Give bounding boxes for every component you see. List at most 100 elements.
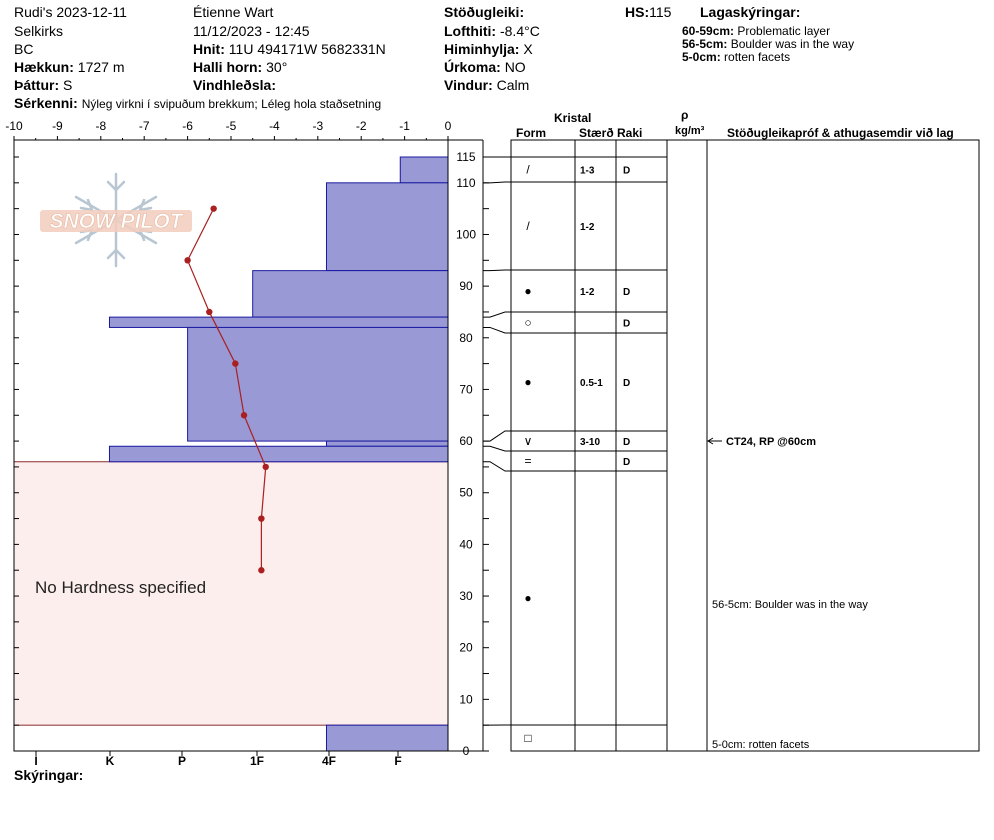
sky-cover: Himinhylja: X	[444, 41, 533, 57]
layer-note-text: Problematic layer	[737, 24, 831, 38]
layer-notes-title: Lagaskýringar:	[700, 4, 801, 20]
layer-connector	[483, 269, 511, 272]
grain-form-symbol: /	[526, 163, 530, 177]
hardness-layer-bar	[325, 724, 449, 752]
form-header: Form	[516, 126, 546, 140]
no-hardness-region	[13, 461, 449, 726]
height-tick-label: 40	[459, 537, 473, 551]
temp-tick-label: 0	[445, 119, 452, 133]
temp-tick-label: -10	[5, 119, 23, 133]
wind-label: Vindur:	[444, 77, 493, 93]
coordinates: Hnit: 11U 494171W 5682331N	[193, 41, 386, 57]
hardness-layer-bar	[108, 316, 449, 328]
temperature-point	[258, 567, 265, 574]
grain-form-symbol: ∨	[524, 434, 533, 448]
notes: Sérkenni: Nýleg virkni í svipuðum brekku…	[14, 95, 381, 112]
height-tick-label: 20	[459, 641, 473, 655]
height-tick-label: 100	[456, 227, 476, 241]
layer-note-range: 5-0cm:	[682, 50, 721, 64]
comment-arrow-head	[707, 437, 714, 445]
layer-comment: 5-0cm: rotten facets	[712, 739, 810, 751]
temperature-point	[210, 205, 217, 212]
aspect: Þáttur: S	[14, 77, 72, 93]
air-temperature: Lofthiti: -8.4°C	[444, 23, 540, 39]
wind-loading: Vindhleðsla:	[193, 77, 276, 93]
hardness-tick-label: 1F	[250, 754, 264, 768]
elevation-value: 1727 m	[77, 59, 125, 75]
precip-value: NO	[504, 59, 526, 75]
grain-form-symbol: =	[524, 454, 531, 468]
logo-text: SNOW PILOT	[50, 210, 185, 233]
temp-tick-label: -9	[52, 119, 63, 133]
grain-form-symbol: ●	[524, 591, 531, 605]
height-tick-label: 30	[459, 589, 473, 603]
mountain-range: Selkirks	[14, 23, 64, 39]
snowpilot-logo: SNOW PILOT	[40, 172, 192, 268]
aspect-value: S	[63, 77, 73, 93]
table-frame	[510, 139, 980, 752]
airtemp-label: Lofthiti:	[444, 23, 497, 39]
snow-height: HS:115	[625, 4, 671, 20]
height-tick-label: 110	[456, 176, 475, 190]
layer-connector	[483, 311, 511, 318]
height-tick-label: 90	[459, 279, 473, 293]
layer-connector	[483, 326, 511, 334]
hardness-layer-bar	[252, 270, 449, 318]
grain-size-value: 3-10	[580, 437, 600, 448]
notes-label: Sérkenni:	[14, 95, 78, 111]
precip-label: Úrkoma:	[444, 59, 501, 75]
temperature-point	[232, 360, 239, 367]
comments-header: Stöðugleikapróf & athugasemdir við lag	[727, 126, 954, 140]
layer-table: / 1-3 D / 1-2 ● 1-2 D ○ D ● 0.5-1 D ∨ 3-10 D CT24, RP @6…	[483, 139, 980, 752]
elevation-label: Hækkun:	[14, 59, 74, 75]
grain-form-symbol: ○	[524, 316, 531, 330]
layer-note-range: 56-5cm:	[682, 37, 728, 51]
hs-value: 115	[649, 4, 672, 20]
elevation: Hækkun: 1727 m	[14, 59, 125, 75]
temp-tick-label: -5	[226, 119, 237, 133]
height-tick-label: 10	[459, 692, 473, 706]
moisture-value: D	[623, 287, 630, 298]
height-tick-label: 0	[463, 744, 470, 758]
hardness-tick-label: 4F	[322, 754, 336, 768]
hs-label: HS:	[625, 4, 650, 20]
layer-note-3: 5-0cm: rotten facets	[682, 50, 790, 64]
sky-label: Himinhylja:	[444, 41, 520, 57]
hardness-layer-bar	[325, 440, 449, 447]
temp-tick-label: -2	[356, 119, 367, 133]
slope-value: 30°	[266, 59, 288, 75]
temperature-point	[258, 515, 265, 522]
hardness-tick-label: I	[34, 754, 37, 768]
temperature-profile	[184, 205, 269, 574]
grain-size-value: 1-2	[580, 222, 595, 233]
grain-form-symbol: ●	[524, 284, 531, 298]
hardness-tick-label: F	[394, 754, 401, 768]
slope-angle: Halli horn: 30°	[193, 59, 287, 75]
temp-tick-label: -1	[399, 119, 410, 133]
profile-title: Rudi's 2023-12-11	[14, 4, 127, 20]
precipitation: Úrkoma: NO	[444, 59, 526, 75]
layer-comment: 56-5cm: Boulder was in the way	[712, 599, 868, 611]
temp-tick-label: -7	[139, 119, 150, 133]
hardness-tick-label: K	[106, 754, 115, 768]
moisture-value: D	[623, 166, 630, 177]
notes-value: Nýleg virkni í svipuðum brekkum; Léleg h…	[81, 97, 382, 111]
moisture-value: D	[623, 437, 630, 448]
stability-label: Stöðugleiki:	[444, 4, 525, 20]
temperature-axis: -10 -9 -8 -7 -6 -5 -4 -3 -2 -1 0	[5, 119, 452, 140]
temperature-point	[240, 412, 248, 419]
hardness-tick-label: P	[178, 754, 186, 768]
layer-comment: CT24, RP @60cm	[726, 436, 816, 448]
temperature-point	[262, 463, 269, 471]
temperature-line	[186, 208, 267, 571]
height-tick-label: 60	[459, 434, 473, 448]
height-tick-label: 50	[459, 486, 473, 500]
grain-form-symbol: ●	[524, 375, 531, 389]
height-tick-label: 80	[459, 331, 473, 345]
hardness-axis: I K P 1F 4F F	[14, 156, 402, 768]
slope-label: Halli horn:	[193, 59, 263, 75]
wind-value: Calm	[496, 77, 530, 93]
layer-note-1: 60-59cm: Problematic layer	[682, 24, 830, 38]
no-hardness-text: No Hardness specified	[35, 578, 206, 597]
